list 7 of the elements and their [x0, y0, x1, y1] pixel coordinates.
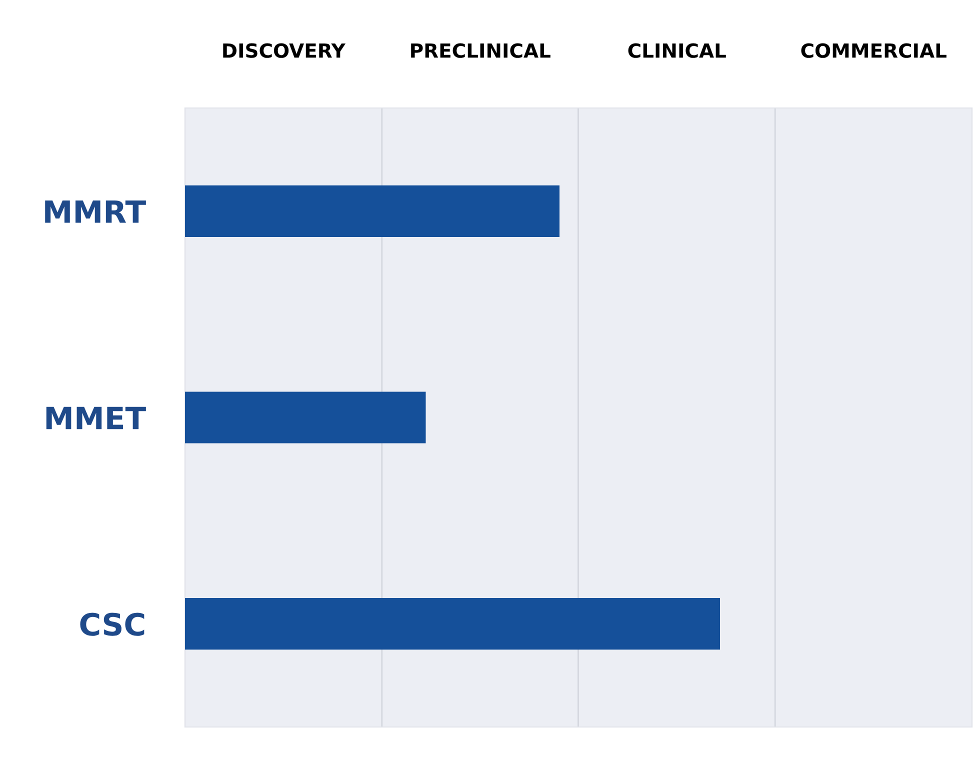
y-tick-label: MMRT: [45, 200, 146, 223]
text: PRECLINICAL: [411, 43, 550, 58]
y-tick-label: CSC: [80, 612, 144, 636]
y-tick-label: MMET: [46, 406, 146, 430]
text: CLINICAL: [628, 43, 726, 58]
text: DISCOVERY: [223, 43, 346, 58]
text: COMMERCIAL: [801, 43, 946, 58]
